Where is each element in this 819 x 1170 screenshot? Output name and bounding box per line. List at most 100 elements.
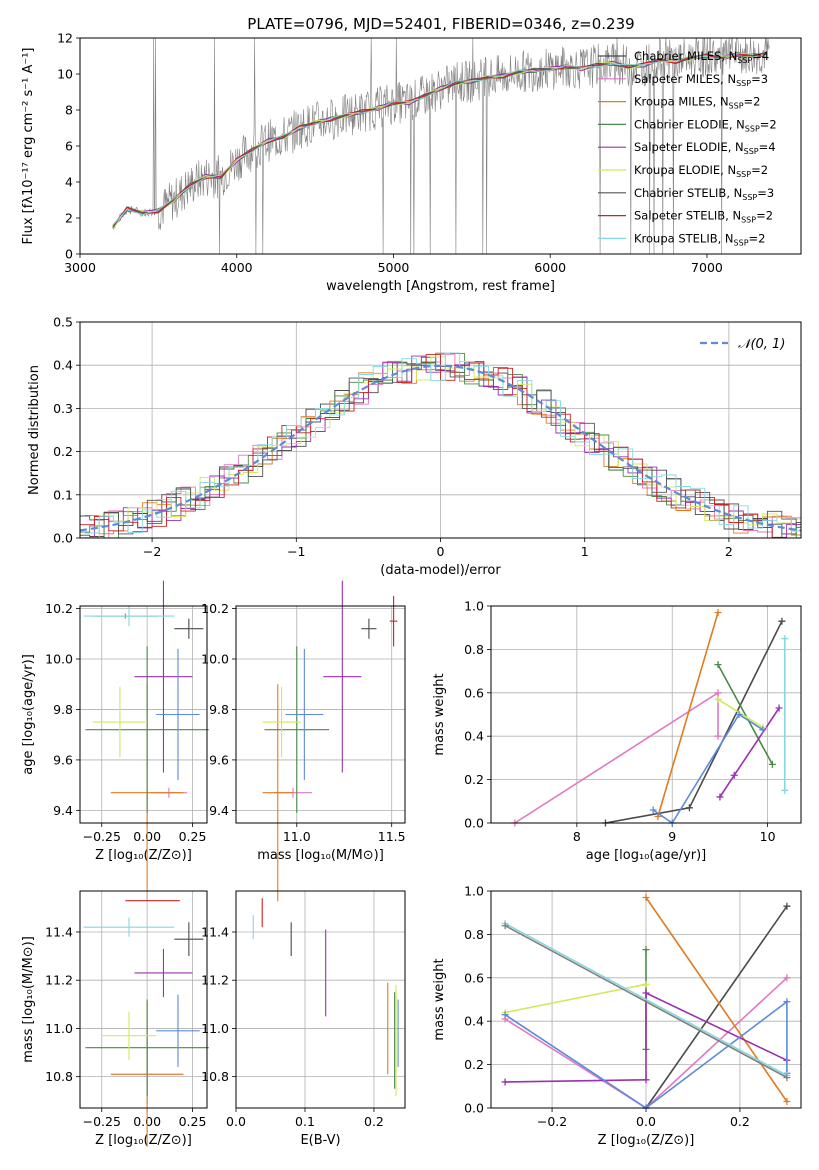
weight-marker <box>714 609 722 617</box>
weight-line <box>504 924 788 1079</box>
x-tick-label: 7000 <box>691 260 723 275</box>
y-tick-label: 0.0 <box>53 531 73 546</box>
residual-histogram <box>80 356 801 537</box>
legend-suffix: =3 <box>751 72 768 86</box>
y-axis-label: Flux [fλ10⁻¹⁷ erg cm⁻² s⁻¹ A⁻¹] <box>21 48 36 245</box>
weight-marker <box>735 711 743 718</box>
x-axis-label: (data-model)/error <box>380 563 501 578</box>
y-axis-label: Normed distribution <box>27 365 42 495</box>
y-tick-label: 0 <box>65 247 73 262</box>
y-tick-label: 0.6 <box>464 970 484 985</box>
x-tick-label: 9 <box>668 829 676 844</box>
figure-title: PLATE=0796, MJD=52401, FIBERID=0346, z=0… <box>247 15 634 33</box>
weight-marker <box>501 922 509 930</box>
weight-marker <box>783 902 791 910</box>
y-tick-label: 0.1 <box>53 487 73 502</box>
grid-lines <box>80 891 207 1108</box>
y-tick-label: 0.4 <box>464 729 484 744</box>
weight-series <box>511 609 789 827</box>
x-tick-label: −1 <box>287 544 305 559</box>
weight-line <box>717 698 764 729</box>
error-bars <box>262 580 398 902</box>
y-tick-label: 0.6 <box>464 685 484 700</box>
y-tick-label: 2 <box>65 211 73 226</box>
legend-suffix: =2 <box>749 231 766 245</box>
legend-name: Chabrier ELODIE, N <box>634 117 745 131</box>
weight-marker <box>714 661 722 669</box>
y-tick-label: 11.4 <box>201 924 229 939</box>
x-tick-label: 0.1 <box>295 1114 315 1129</box>
y-axis-label: mass [log₁₀(M/M⊙)] <box>21 936 36 1063</box>
error-bars <box>83 900 209 1147</box>
error-bars <box>83 580 209 902</box>
legend-name: Salpeter STELIB, N <box>634 209 741 223</box>
weight-line <box>645 905 788 1109</box>
y-tick-label: 10.0 <box>201 651 229 666</box>
x-tick-label: 5000 <box>378 260 410 275</box>
y-tick-label: 10.2 <box>45 601 73 616</box>
ticks: 3000 4000 5000 6000 7000 0 2 4 6 8 10 12 <box>57 31 723 276</box>
legend-name: Chabrier STELIB, N <box>634 186 742 200</box>
axes-frame <box>490 605 802 824</box>
y-tick-label: 10.8 <box>201 1069 229 1084</box>
y-tick-label: 0.0 <box>464 816 484 831</box>
legend-suffix: =2 <box>756 209 773 223</box>
legend-name: Kroupa STELIB, N <box>634 231 734 245</box>
legend-entry: Kroupa ELODIE, NSSP=2 <box>634 163 768 179</box>
legend-suffix: =4 <box>759 140 776 154</box>
axes-frame <box>235 890 406 1109</box>
weight-marker <box>685 804 693 812</box>
y-tick-label: 9.4 <box>209 803 229 818</box>
y-tick-label: 1.0 <box>464 599 484 614</box>
x-tick-label: −0.25 <box>83 1114 121 1129</box>
y-tick-label: 9.8 <box>53 702 73 717</box>
y-tick-label: 12 <box>57 31 73 46</box>
legend-name: Chabrier MILES, N <box>634 49 737 63</box>
x-tick-label: 6000 <box>534 260 566 275</box>
x-tick-label: 11.5 <box>378 829 406 844</box>
legend-name: Kroupa MILES, N <box>634 95 729 109</box>
y-tick-label: 0.5 <box>53 315 73 330</box>
ticks: −0.2 0.0 0.2 0.0 0.2 0.4 0.6 0.8 1.0 <box>464 884 750 1130</box>
axes-frame <box>79 37 802 255</box>
x-tick-label: 0.0 <box>636 1114 656 1129</box>
x-tick-label: 0.2 <box>364 1114 384 1129</box>
y-tick-label: 9.8 <box>209 702 229 717</box>
y-tick-label: 0.4 <box>53 358 73 373</box>
weight-marker <box>778 617 786 625</box>
legend-sub: SSP <box>736 170 751 179</box>
y-tick-label: 0.3 <box>53 401 73 416</box>
x-tick-label: 0.25 <box>179 1114 207 1129</box>
weight-marker <box>501 1078 509 1086</box>
legend-sub: SSP <box>734 238 749 247</box>
y-tick-label: 11.0 <box>45 1021 73 1036</box>
axes-frame <box>490 890 802 1109</box>
legend-suffix: =2 <box>744 95 761 109</box>
panel-residuals: −2 −1 0 1 2 0.0 0.1 0.2 0.3 0.4 0.5 (data-model)/er… <box>27 315 802 578</box>
weight-line <box>645 897 788 1102</box>
ticks: 11.0 11.5 9.4 9.6 9.8 10.0 10.2 <box>201 601 405 844</box>
axes-frame <box>235 605 406 824</box>
weight-marker <box>642 1076 650 1084</box>
y-tick-label: 0.2 <box>464 772 484 787</box>
y-tick-label: 6 <box>65 139 73 154</box>
legend-entry: Chabrier ELODIE, NSSP=2 <box>634 117 777 133</box>
weight-marker <box>714 689 722 697</box>
y-tick-label: 11.2 <box>45 973 73 988</box>
x-tick-label: 11.0 <box>283 829 311 844</box>
weight-marker <box>642 894 650 902</box>
y-tick-label: 9.6 <box>209 752 229 767</box>
legend-sub: SSP <box>729 102 744 111</box>
x-tick-label: −0.2 <box>537 1114 567 1129</box>
axes-frame <box>79 321 802 539</box>
ticks: 8 9 10 0.0 0.2 0.4 0.6 0.8 1.0 <box>464 599 776 845</box>
legend-entry: Kroupa STELIB, NSSP=2 <box>634 231 765 247</box>
x-tick-label: 8 <box>573 829 581 844</box>
observed-spectrum <box>112 37 770 255</box>
model-series-line <box>112 53 767 226</box>
y-tick-label: 0.8 <box>464 927 484 942</box>
legend-sub: SSP <box>737 56 752 65</box>
